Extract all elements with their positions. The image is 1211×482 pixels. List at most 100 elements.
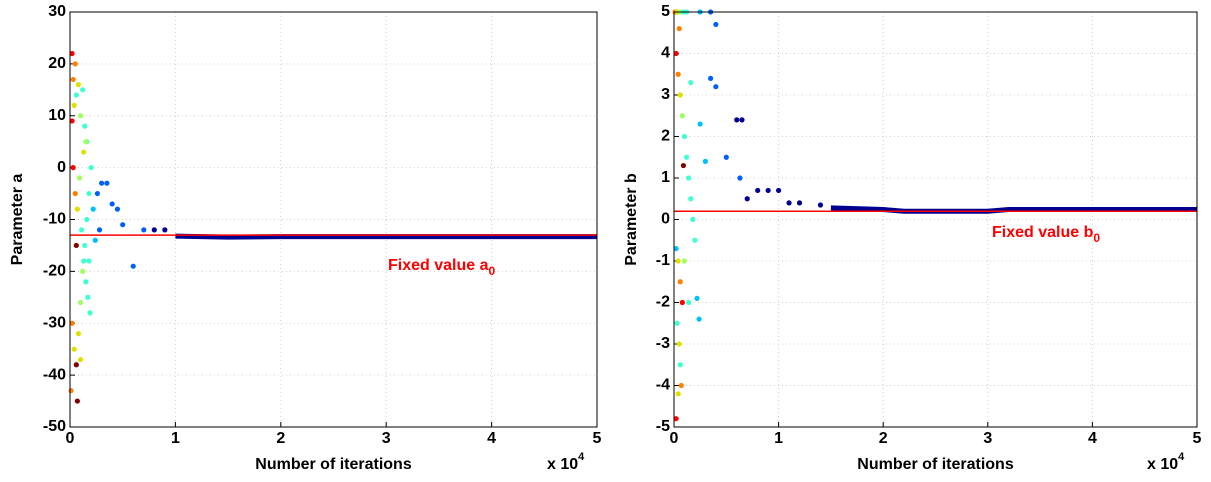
point (69, 50, 75, 57)
point (681, 133, 688, 140)
point (87, 310, 93, 316)
point (69, 320, 75, 326)
point (755, 187, 761, 194)
x-axis-label: Number of iterations (857, 456, 1014, 473)
multiplier-exponent: 4 (1178, 451, 1185, 463)
point (679, 113, 685, 119)
point (82, 123, 88, 129)
y-tick-label: 30 (48, 3, 66, 20)
point (94, 190, 101, 197)
point (73, 242, 79, 249)
point (109, 201, 115, 207)
x-tick-label: 5 (1193, 430, 1202, 447)
y-tick-label: 0 (57, 159, 66, 176)
point (130, 263, 136, 269)
point (68, 388, 74, 394)
y-tick-label: -4 (656, 377, 670, 394)
y-axis-label: Parameter b (623, 173, 640, 266)
multiplier-base: x 10 (547, 456, 578, 473)
x-tick-label: 1 (774, 430, 783, 447)
point (786, 200, 792, 206)
plot-frame (69, 11, 598, 428)
point (686, 299, 692, 306)
point (77, 356, 84, 363)
point (73, 362, 79, 368)
point (734, 117, 740, 123)
point (74, 206, 80, 212)
point (674, 320, 680, 326)
point (677, 279, 683, 285)
point (120, 222, 126, 228)
point (71, 102, 77, 108)
multiplier-exponent: 4 (578, 451, 585, 463)
point (675, 71, 681, 77)
x-tick-label: 0 (66, 430, 75, 447)
point (70, 165, 76, 171)
point (692, 237, 698, 243)
point (677, 362, 683, 368)
point (683, 154, 690, 160)
y-tick-label: 5 (661, 3, 670, 20)
point (104, 180, 110, 186)
point (702, 158, 708, 164)
y-tick-label: 10 (48, 107, 66, 124)
x-tick-label: 2 (276, 430, 285, 447)
point (86, 258, 92, 264)
y-tick-label: 20 (48, 55, 66, 72)
y-tick-label: -5 (656, 418, 670, 435)
point (84, 216, 90, 223)
y-tick-label: 2 (661, 128, 670, 145)
point (114, 206, 121, 212)
point (81, 149, 87, 155)
point (680, 162, 687, 169)
point (678, 382, 684, 389)
point (75, 82, 82, 88)
point (71, 346, 77, 352)
point (69, 118, 75, 124)
point (75, 331, 82, 337)
y-tick-label: 1 (661, 169, 670, 186)
plot-area (674, 12, 1197, 427)
point (694, 295, 700, 301)
point (82, 242, 88, 249)
x-tick-label: 3 (983, 430, 992, 447)
point (713, 84, 719, 90)
point (72, 190, 78, 197)
point (90, 206, 96, 212)
y-tick-label: -2 (656, 294, 670, 311)
trace (830, 205, 1197, 214)
x-tick-label: 2 (879, 430, 888, 447)
point (73, 92, 79, 98)
point (88, 165, 94, 171)
point (74, 398, 80, 404)
x-tick-label: 1 (171, 430, 180, 447)
point (162, 227, 168, 233)
point (673, 416, 679, 422)
x-tick-label: 0 (670, 430, 679, 447)
point (85, 294, 91, 300)
point (765, 187, 771, 194)
annotation-text: Fixed value b (992, 224, 1094, 241)
multiplier-base: x 10 (1147, 456, 1178, 473)
x-tick-label: 4 (487, 430, 496, 447)
point (697, 121, 703, 127)
x-tick-label: 5 (593, 430, 602, 447)
y-axis-label: Parameter a (9, 174, 26, 266)
point (690, 216, 696, 223)
plot-frame (673, 11, 1198, 428)
point (708, 75, 714, 81)
point (92, 237, 98, 243)
point (686, 175, 692, 181)
plot-area (70, 12, 597, 427)
point (72, 61, 78, 67)
point (817, 202, 824, 208)
point (696, 316, 702, 322)
point (739, 117, 745, 123)
y-tick-label: -50 (43, 418, 66, 435)
point (676, 26, 682, 32)
point (141, 227, 147, 233)
point (77, 113, 84, 119)
y-tick-label: -30 (43, 314, 66, 331)
